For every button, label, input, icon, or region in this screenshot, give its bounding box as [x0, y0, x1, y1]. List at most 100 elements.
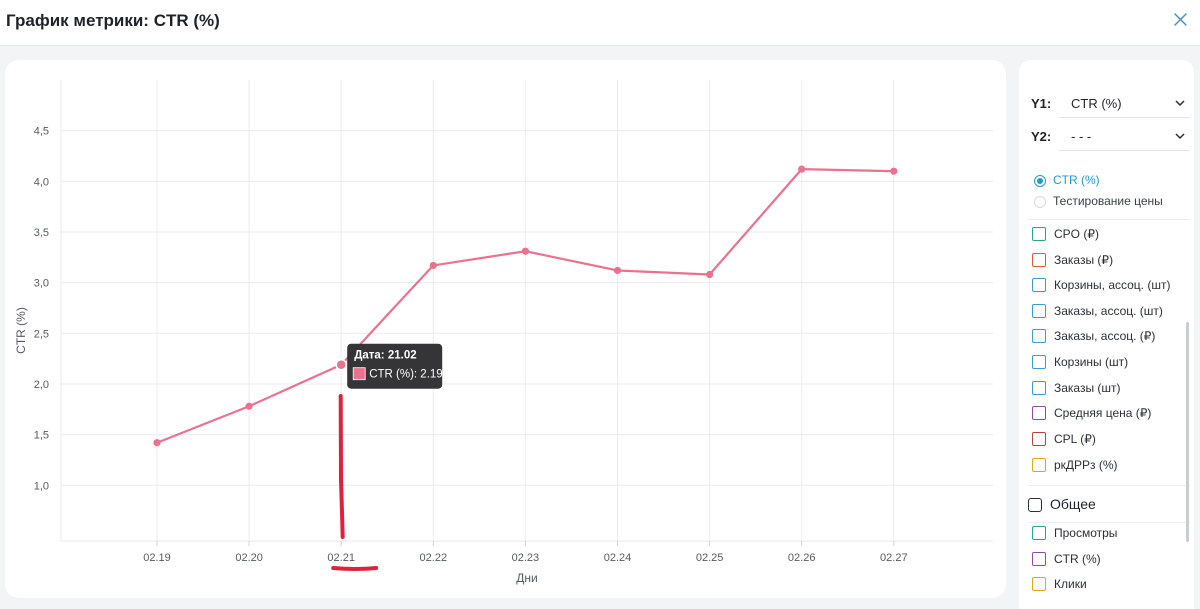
metric-checkbox[interactable] — [1032, 552, 1046, 566]
x-tick-label: 02.24 — [604, 552, 632, 564]
metric-checkbox-row[interactable]: Корзины, ассоц. (шт) — [1032, 275, 1192, 295]
y1-row: Y1: CTR (%) — [1019, 88, 1194, 118]
y-tick-label: 1,5 — [34, 430, 49, 442]
y2-row: Y2: - - - — [1019, 121, 1194, 151]
divider — [1028, 485, 1190, 486]
y-tick-label: 4,5 — [34, 126, 49, 138]
metric-checkbox[interactable] — [1032, 253, 1046, 267]
annotation-underline — [331, 566, 379, 571]
x-tick-label: 02.21 — [327, 552, 355, 564]
y-axis-title: CTR (%) — [14, 307, 28, 354]
group-item-checkbox-row[interactable]: Просмотры — [1032, 523, 1192, 543]
metric-label: ркДРРз (%) — [1054, 458, 1118, 472]
tooltip-swatch — [352, 367, 366, 381]
metric-checkbox-row[interactable]: Средняя цена (₽) — [1032, 403, 1192, 423]
metric-checkbox-row[interactable]: Заказы, ассоц. (₽) — [1032, 326, 1192, 346]
metric-checkbox[interactable] — [1032, 406, 1046, 420]
metric-checkbox-row[interactable]: Заказы, ассоц. (шт) — [1032, 301, 1192, 321]
metric-label: Клики — [1054, 577, 1087, 591]
metric-checkbox-row[interactable]: Заказы (шт) — [1032, 378, 1192, 398]
metric-checkbox-row[interactable]: ркДРРз (%) — [1032, 455, 1192, 475]
hovered-data-point[interactable] — [335, 358, 347, 371]
close-icon-glyph — [1174, 13, 1187, 26]
radio-price-test[interactable]: Тестирование цены — [1034, 193, 1192, 211]
metric-checkbox-row[interactable]: Заказы (₽) — [1032, 250, 1192, 270]
metric-label: Корзины (шт) — [1054, 355, 1129, 369]
tooltip-label: CTR (%): 2.19 — [369, 369, 443, 381]
metrics-sidebar: Y1: CTR (%) Y2: - - - CTR (%) Тестирован… — [1019, 60, 1194, 609]
y2-select[interactable]: - - - — [1059, 121, 1190, 151]
data-point[interactable] — [429, 261, 437, 270]
data-point[interactable] — [798, 165, 806, 173]
radio-button-selected[interactable] — [1034, 175, 1046, 187]
group-label: Общее — [1050, 496, 1096, 512]
chevron-down-icon — [1175, 133, 1185, 140]
metric-checkbox[interactable] — [1032, 304, 1046, 318]
radio-label: CTR (%) — [1053, 173, 1100, 187]
data-point[interactable] — [521, 247, 530, 255]
metric-label: CTR (%) — [1054, 552, 1101, 566]
y-tick-label: 2,0 — [34, 379, 49, 391]
y1-select[interactable]: CTR (%) — [1059, 88, 1190, 118]
metric-checkbox-row[interactable]: CPL (₽) — [1032, 429, 1192, 449]
metric-label: Просмотры — [1054, 526, 1118, 540]
x-tick-label: 02.25 — [696, 552, 724, 564]
y2-select-value: - - - — [1071, 129, 1092, 144]
x-tick-label: 02.20 — [235, 552, 263, 564]
tooltip-box — [347, 343, 443, 389]
metric-checkbox[interactable] — [1032, 526, 1046, 540]
metric-label: Средняя цена (₽) — [1054, 406, 1152, 420]
divider — [1028, 219, 1190, 220]
line-chart: 1,0 1,5 2,0 2,5 3,0 3,5 4,0 4,5 02.19 02.20 02.21 0… — [14, 80, 993, 585]
radio-label: Тестирование цены — [1053, 194, 1163, 208]
y-tick-label: 3,5 — [34, 227, 49, 239]
tooltip-title: Дата: 21.02 — [354, 350, 416, 362]
group-item-checkbox-row[interactable]: CTR (%) — [1032, 549, 1192, 569]
modal-header: График метрики: CTR (%) — [0, 0, 1200, 46]
group-general[interactable]: Общее — [1028, 495, 1188, 517]
metric-label: Заказы (₽) — [1054, 253, 1114, 267]
metric-checkbox[interactable] — [1032, 458, 1046, 472]
x-tick-label: 02.22 — [420, 552, 448, 564]
x-tick-label: 02.23 — [512, 552, 540, 564]
x-tick-label: 02.26 — [788, 552, 816, 564]
annotation-vertical-stroke — [338, 394, 345, 539]
group-item-checkbox-row[interactable]: Клики — [1032, 574, 1192, 594]
metric-label: Заказы (шт) — [1054, 381, 1121, 395]
data-point[interactable] — [890, 167, 898, 175]
y1-select-value: CTR (%) — [1071, 96, 1122, 111]
y2-label: Y2: — [1031, 129, 1052, 144]
data-point[interactable] — [153, 439, 161, 447]
data-point[interactable] — [613, 266, 622, 275]
metric-checkbox[interactable] — [1032, 355, 1046, 369]
x-tick-label: 02.19 — [143, 552, 171, 564]
metric-checkbox[interactable] — [1032, 432, 1046, 446]
radio-button[interactable] — [1034, 196, 1046, 208]
data-point[interactable] — [706, 270, 714, 279]
y-tick-label: 3,0 — [34, 278, 49, 290]
metric-checkbox[interactable] — [1032, 577, 1046, 591]
x-tick-label: 02.27 — [880, 552, 908, 564]
chevron-down-icon — [1175, 100, 1185, 107]
metric-label: Корзины, ассоц. (шт) — [1054, 278, 1171, 292]
close-icon[interactable] — [1170, 9, 1192, 31]
group-checkbox[interactable] — [1028, 498, 1042, 512]
metric-checkbox-row[interactable]: Корзины (шт) — [1032, 352, 1192, 372]
x-axis-title: Дни — [516, 571, 537, 585]
data-point[interactable] — [245, 402, 253, 410]
y-tick-label: 1,0 — [34, 480, 49, 492]
metric-label: Заказы, ассоц. (₽) — [1054, 329, 1156, 343]
metric-checkbox[interactable] — [1032, 329, 1046, 343]
scrollbar[interactable] — [1186, 322, 1189, 542]
metric-checkbox[interactable] — [1032, 381, 1046, 395]
metric-label: CPL (₽) — [1054, 432, 1096, 446]
metric-label: Заказы, ассоц. (шт) — [1054, 304, 1163, 318]
radio-ctr[interactable]: CTR (%) — [1034, 172, 1192, 190]
divider — [1028, 522, 1190, 523]
y-tick-label: 2,5 — [34, 328, 49, 340]
metric-checkbox-row[interactable]: CPO (₽) — [1032, 224, 1192, 244]
metric-checkbox[interactable] — [1032, 227, 1046, 241]
metric-label: CPO (₽) — [1054, 227, 1099, 241]
metric-checkbox[interactable] — [1032, 278, 1046, 292]
page-title: График метрики: CTR (%) — [6, 11, 220, 30]
